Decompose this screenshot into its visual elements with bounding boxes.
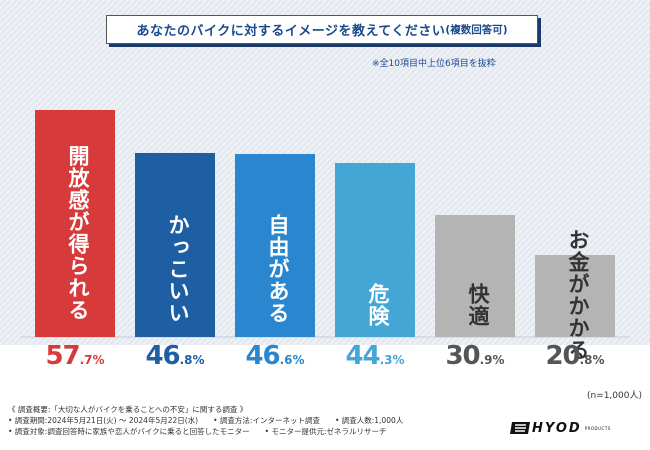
value-decimal: .7% — [79, 353, 105, 367]
value-decimal: .8% — [179, 353, 205, 367]
chart-title: あなたのバイクに対するイメージを教えてください — [136, 24, 446, 39]
selection-note: ※全10項目中上位6項目を抜粋 — [372, 59, 496, 69]
value-integer: 30 — [445, 341, 480, 371]
value-decimal: .8% — [579, 353, 605, 367]
sample-size-note: (n=1,000人) — [586, 391, 642, 401]
survey-footer: 《 調査概要:「大切な人がバイクを乗ることへの不安」に関する調査 》 • 調査期… — [8, 404, 403, 437]
value-label: 57.7% — [25, 341, 125, 371]
bar-label: お金がかかる — [566, 229, 590, 362]
footer-line: • 調査期間:2024年5月21日(火) ～ 2024年5月22日(水) • 調… — [8, 416, 404, 425]
bar-label: 快適 — [466, 283, 490, 327]
value-decimal: .6% — [279, 353, 305, 367]
logo-text: HYOD — [532, 420, 582, 436]
value-label: 46.6% — [225, 341, 325, 371]
bar-label: 開放感が得られる — [66, 145, 90, 321]
title-box: あなたのバイクに対するイメージを教えてください (複数回答可) — [106, 15, 538, 44]
value-decimal: .3% — [379, 353, 405, 367]
hyod-emblem-icon — [510, 422, 530, 434]
bar-label: 危険 — [366, 283, 390, 327]
value-decimal: .9% — [479, 353, 505, 367]
value-label: 46.8% — [125, 341, 225, 371]
value-label: 44.3% — [325, 341, 425, 371]
bar — [535, 255, 615, 337]
value-integer: 20 — [545, 341, 580, 371]
hyod-logo: HYOD PRODUCTS — [510, 420, 611, 436]
bar-label: 自由がある — [266, 214, 290, 324]
value-integer: 57 — [45, 341, 80, 371]
bar — [235, 153, 315, 337]
bar — [35, 110, 115, 337]
bar-label: かっこいい — [166, 214, 190, 324]
value-integer: 46 — [245, 341, 280, 371]
bar — [335, 162, 415, 337]
footer-line: • 調査対象:調査回答時に家族や恋人がバイクに乗ると回答したモニター • モニタ… — [8, 427, 387, 436]
footer-line: 《 調査概要:「大切な人がバイクを乗ることへの不安」に関する調査 》 — [8, 405, 248, 414]
value-label: 20.8% — [525, 341, 625, 371]
value-integer: 46 — [145, 341, 180, 371]
value-integer: 44 — [345, 341, 380, 371]
bar — [435, 215, 515, 337]
value-label: 30.9% — [425, 341, 525, 371]
logo-subtext: PRODUCTS — [584, 425, 611, 431]
chart-title-suffix: (複数回答可) — [445, 24, 508, 36]
bar — [135, 152, 215, 337]
